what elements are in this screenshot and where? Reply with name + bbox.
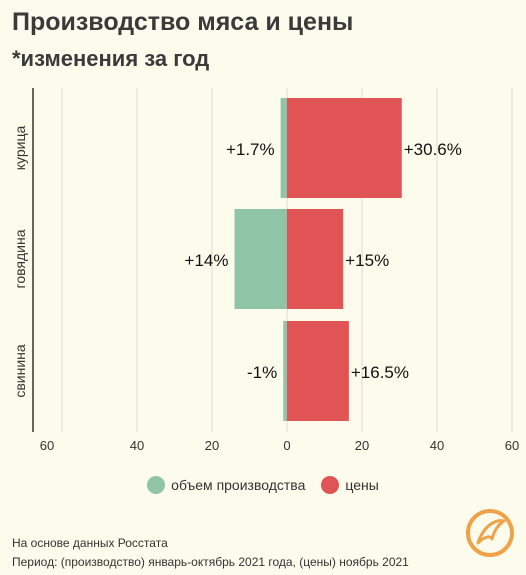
bar-production-0 <box>280 98 287 198</box>
category-label-1: говядина <box>12 229 28 288</box>
x-tick-label-3: 0 <box>283 438 290 453</box>
data-label-prices-1: +15% <box>345 251 389 270</box>
chart-subtitle: *изменения за год <box>12 46 210 71</box>
bar-production-2 <box>283 321 287 421</box>
data-label-production-0: +1.7% <box>226 140 275 159</box>
legend-item-production: объем производства <box>147 476 305 494</box>
data-label-production-1: +14% <box>185 251 229 270</box>
x-tick-label-6: 60 <box>505 438 519 453</box>
source-note: На основе данных Росстата <box>12 536 168 550</box>
chart-legend: объем производства цены <box>0 476 526 494</box>
x-tick-label-2: 20 <box>205 438 219 453</box>
legend-item-prices: цены <box>321 476 379 494</box>
legend-label-production: объем производства <box>171 477 306 493</box>
data-label-prices-2: +16.5% <box>351 363 409 382</box>
x-tick-label-0: 60 <box>40 438 54 453</box>
chart-canvas: 60 40 20 0 20 40 60 курица +1.7% +30.6% говядина +1… <box>12 88 519 453</box>
bar-prices-1 <box>287 209 344 309</box>
legend-swatch-prices <box>321 476 340 494</box>
x-tick-label-4: 20 <box>355 438 369 453</box>
period-note: Период: (производство) январь-октябрь 20… <box>12 555 409 569</box>
x-tick-label-5: 40 <box>430 438 444 453</box>
bar-prices-2 <box>287 321 349 421</box>
data-label-production-2: -1% <box>247 363 277 382</box>
legend-label-prices: цены <box>345 477 379 493</box>
x-tick-label-1: 40 <box>130 438 144 453</box>
category-label-0: курица <box>12 126 28 171</box>
chart-title: Производство мяса и цены <box>12 8 354 36</box>
bar-production-1 <box>234 209 287 309</box>
data-label-prices-0: +30.6% <box>404 140 462 159</box>
legend-swatch-production <box>147 476 166 494</box>
category-label-2: свинина <box>12 344 28 398</box>
bird-circle-logo-icon <box>466 509 514 557</box>
bar-prices-0 <box>287 98 402 198</box>
